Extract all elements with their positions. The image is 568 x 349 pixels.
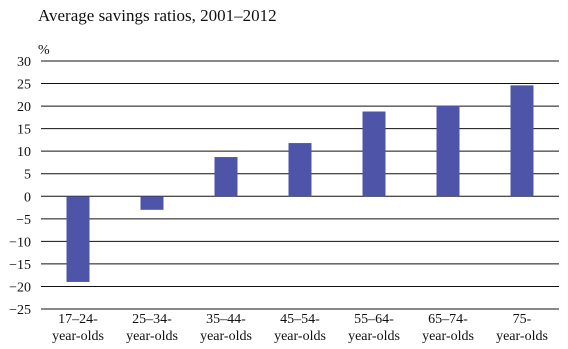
- x-tick-label: year-olds: [348, 329, 400, 344]
- y-tick-label: 25: [17, 78, 31, 93]
- y-tick-label: 15: [17, 123, 31, 138]
- y-tick-labels: 30 25 20 15 10 5 0 −5 −10 −15 −20 −25: [9, 55, 31, 318]
- x-tick-label: 55–64-: [354, 312, 394, 327]
- y-tick-label: 10: [17, 145, 31, 160]
- x-tick-label: 35–44-: [206, 312, 246, 327]
- y-axis-unit-label: %: [38, 43, 50, 58]
- x-tick-label: year-olds: [52, 329, 104, 344]
- bar: [510, 85, 534, 197]
- y-tick-label: −5: [16, 213, 31, 228]
- x-tick-labels: 17–24- year-olds 25–34- year-olds 35–44- year…: [52, 312, 548, 344]
- y-tick-label: 5: [24, 168, 31, 183]
- x-tick-label: year-olds: [422, 329, 474, 344]
- x-tick-label: year-olds: [126, 329, 178, 344]
- chart-title: Average savings ratios, 2001–2012: [38, 6, 277, 25]
- bar: [436, 105, 460, 197]
- gridlines: [41, 60, 559, 310]
- bar: [362, 111, 386, 197]
- y-tick-label: 30: [17, 55, 31, 70]
- y-tick-label: −15: [9, 258, 31, 273]
- x-tick-label: year-olds: [274, 329, 326, 344]
- bar: [66, 196, 90, 282]
- bar: [214, 157, 238, 197]
- bars: [66, 85, 534, 282]
- x-tick-label: 75-: [513, 312, 532, 327]
- x-tick-label: 65–74-: [428, 312, 468, 327]
- x-tick-label: year-olds: [200, 329, 252, 344]
- y-tick-label: 0: [24, 190, 31, 205]
- y-tick-label: −25: [9, 303, 31, 318]
- bar: [288, 143, 312, 197]
- x-tick-label: 25–34-: [132, 312, 172, 327]
- x-tick-label: year-olds: [496, 329, 548, 344]
- bar: [140, 196, 164, 210]
- y-tick-label: −10: [9, 235, 31, 250]
- x-tick-label: 17–24-: [58, 312, 98, 327]
- x-tick-label: 45–54-: [280, 312, 320, 327]
- y-tick-label: −20: [9, 280, 31, 295]
- y-tick-label: 20: [17, 100, 31, 115]
